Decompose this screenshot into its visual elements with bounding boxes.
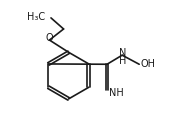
Text: O: O [46,33,53,43]
Text: N: N [120,48,127,58]
Text: H₃C: H₃C [27,12,45,22]
Text: NH: NH [109,88,123,99]
Text: OH: OH [140,59,155,69]
Text: H: H [120,56,127,67]
